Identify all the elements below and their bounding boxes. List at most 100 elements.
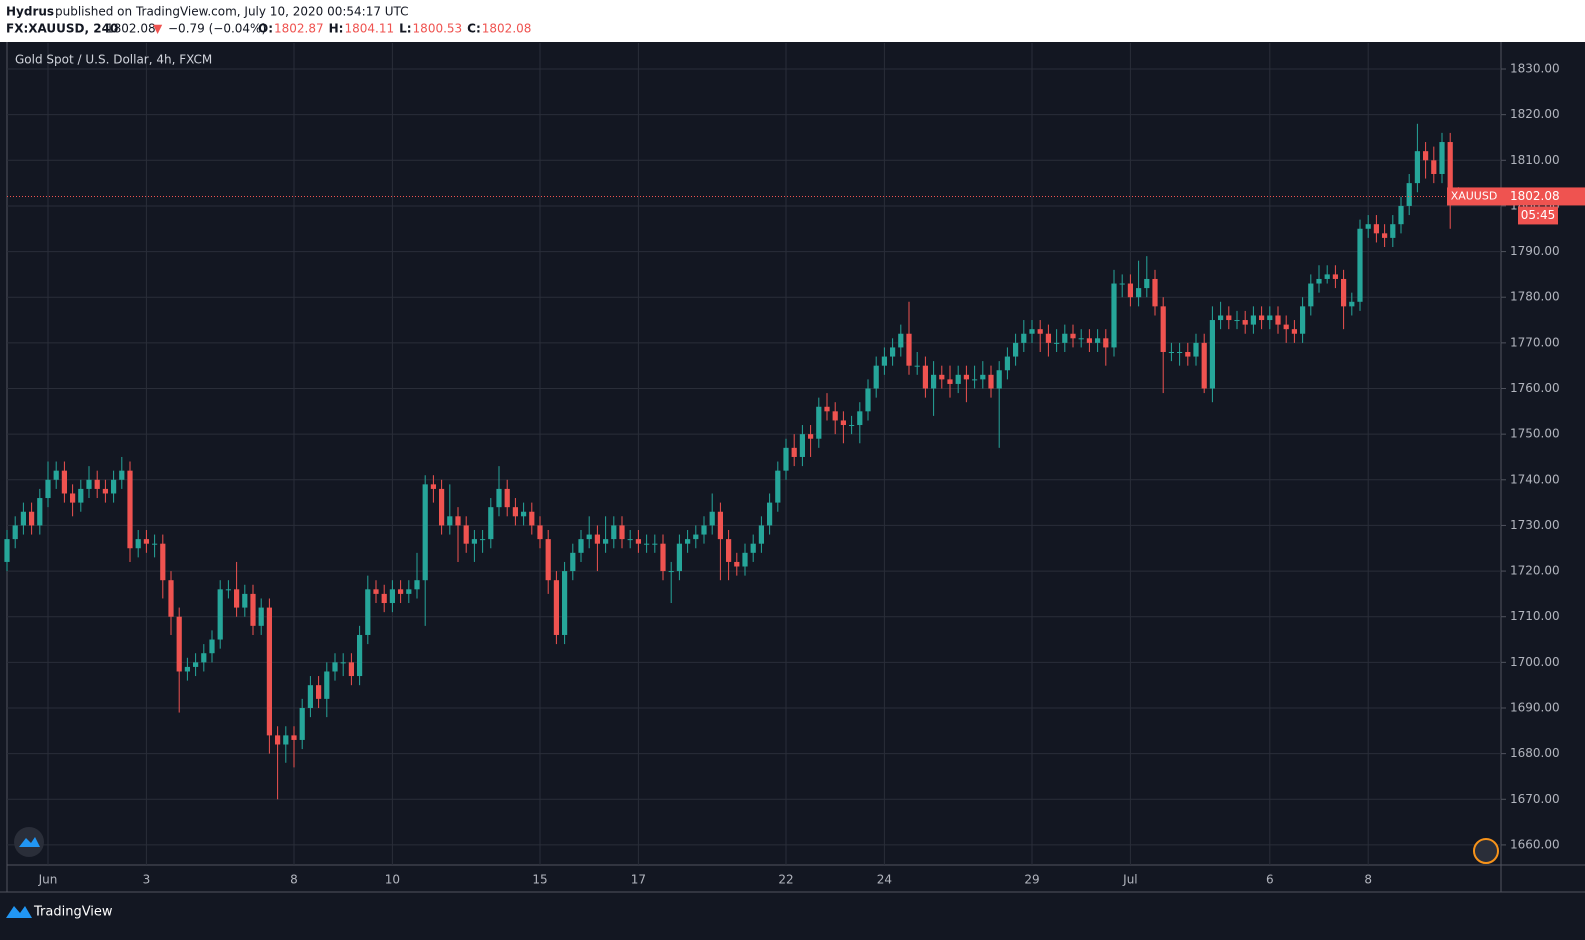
candle-body [1086, 338, 1092, 343]
candle-body [857, 411, 863, 426]
candle-body [1300, 306, 1306, 334]
candle-body [1332, 274, 1338, 279]
candle-body [1054, 342, 1060, 344]
candle-body [701, 525, 707, 535]
candle-body [652, 543, 658, 545]
candle-body [898, 333, 904, 348]
change-arrow: ▼ [153, 22, 163, 36]
candle-body [471, 539, 477, 544]
candle-body [1250, 315, 1256, 325]
y-tick-label: 1740.00 [1510, 472, 1560, 486]
candle-body [1398, 205, 1404, 225]
candle-body [94, 479, 100, 489]
candle-body [603, 539, 609, 544]
candle-body [840, 420, 846, 426]
y-tick-label: 1830.00 [1510, 62, 1560, 76]
candle-body [1193, 342, 1199, 357]
candle-body [537, 525, 543, 540]
y-tick-label: 1720.00 [1510, 564, 1560, 578]
candle-body [1357, 228, 1363, 302]
candle-body [545, 539, 551, 581]
candle-body [176, 616, 182, 672]
candle-body [1185, 351, 1191, 357]
candle-body [250, 593, 256, 626]
price-badge-bg [1501, 187, 1585, 206]
candle-body [1021, 333, 1027, 343]
candle-body [258, 607, 264, 626]
candle-body [644, 543, 650, 545]
candle-body [1316, 278, 1322, 284]
candle-body [439, 488, 445, 526]
candle-body [512, 507, 518, 517]
candle-body [422, 484, 428, 581]
candle-body [316, 685, 322, 699]
candle-body [660, 543, 666, 572]
candle-body [1373, 224, 1379, 234]
candle-body [447, 516, 453, 526]
x-tick-label: Jun [38, 873, 58, 887]
candle-body [135, 539, 141, 549]
candle-body [307, 685, 313, 708]
candle-body [955, 374, 961, 384]
candle-body [619, 525, 625, 540]
candle-body [1414, 151, 1420, 184]
x-tick-label: 8 [1364, 873, 1372, 887]
candle-body [242, 593, 248, 608]
candle-body [627, 539, 633, 541]
candle-body [1045, 333, 1051, 343]
candle-body [906, 333, 912, 366]
candle-body [980, 374, 986, 380]
candle-body [1013, 342, 1019, 357]
candle-body [717, 511, 723, 540]
ohlc-label: C: [467, 22, 481, 36]
x-tick-label: 17 [631, 873, 646, 887]
candle-body [881, 356, 887, 366]
header-bg [0, 0, 1585, 42]
x-tick-label: Jul [1122, 873, 1137, 887]
candle-body [398, 589, 404, 594]
candle-body [332, 662, 338, 672]
y-tick-label: 1710.00 [1510, 609, 1560, 623]
x-tick-label: 3 [143, 873, 151, 887]
candle-body [1209, 320, 1215, 389]
candle-body [947, 379, 953, 384]
candle-body [767, 502, 773, 526]
chart-title: Gold Spot / U.S. Dollar, 4h, FXCM [15, 53, 212, 67]
x-tick-label: 8 [290, 873, 298, 887]
candle-body [865, 388, 871, 412]
candle-body [676, 543, 682, 572]
author: Hydrus [6, 5, 54, 19]
candle-body [635, 539, 641, 544]
candle-body [1111, 283, 1117, 348]
candle-body [496, 488, 502, 508]
candle-body [783, 447, 789, 471]
candle-body [529, 511, 535, 526]
candle-body [357, 634, 363, 677]
candle-body [406, 589, 412, 594]
y-tick-label: 1690.00 [1510, 700, 1560, 714]
candle-body [890, 347, 896, 357]
candle-body [455, 516, 461, 526]
symbol-badge-bg [1447, 187, 1501, 206]
candle-body [685, 539, 691, 544]
candle-body [1201, 342, 1207, 389]
candle-body [373, 589, 379, 594]
candle-body [152, 543, 158, 545]
candle-body [1062, 333, 1068, 343]
candle-body [324, 671, 330, 699]
candle-body [1029, 329, 1035, 334]
candle-body [37, 498, 43, 526]
candle-body [1070, 333, 1076, 339]
price-badge: 1802.08 [1510, 189, 1560, 203]
candle-body [1447, 142, 1453, 193]
candle-body [734, 561, 740, 567]
candle-body [1259, 315, 1265, 321]
countdown: 05:45 [1521, 208, 1556, 222]
countdown-bg [1518, 206, 1558, 225]
candle-body [119, 470, 125, 480]
y-tick-label: 1700.00 [1510, 655, 1560, 669]
candle-body [127, 470, 133, 549]
candle-body [70, 493, 76, 503]
candle-body [1095, 338, 1101, 343]
candle-body [808, 434, 814, 439]
